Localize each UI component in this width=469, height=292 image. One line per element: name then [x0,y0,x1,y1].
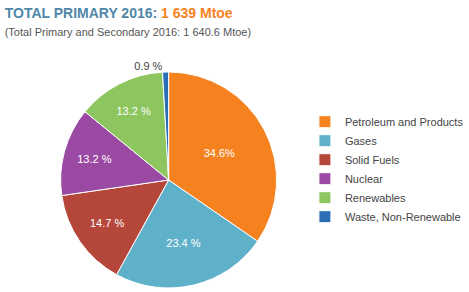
svg-text:34.6%: 34.6% [204,147,235,159]
svg-text:TOTAL PRIMARY 2016: 1 639 Mtoe: TOTAL PRIMARY 2016: 1 639 Mtoe(Total Pri… [5,5,251,38]
svg-text:13.2 %: 13.2 % [77,153,111,165]
svg-text:Waste, Non-Renewable: Waste, Non-Renewable [345,211,461,223]
svg-text:Solid Fuels: Solid Fuels [345,154,400,166]
svg-text:0.9 %: 0.9 % [134,60,162,72]
svg-text:13.2 %: 13.2 % [116,105,150,117]
svg-text:Renewables: Renewables [345,192,406,204]
svg-text:Gases: Gases [345,135,377,147]
svg-text:23.4 %: 23.4 % [166,237,200,249]
svg-text:14.7 %: 14.7 % [90,217,124,229]
svg-text:Nuclear: Nuclear [345,173,383,185]
svg-text:Petroleum and Products: Petroleum and Products [345,116,464,128]
